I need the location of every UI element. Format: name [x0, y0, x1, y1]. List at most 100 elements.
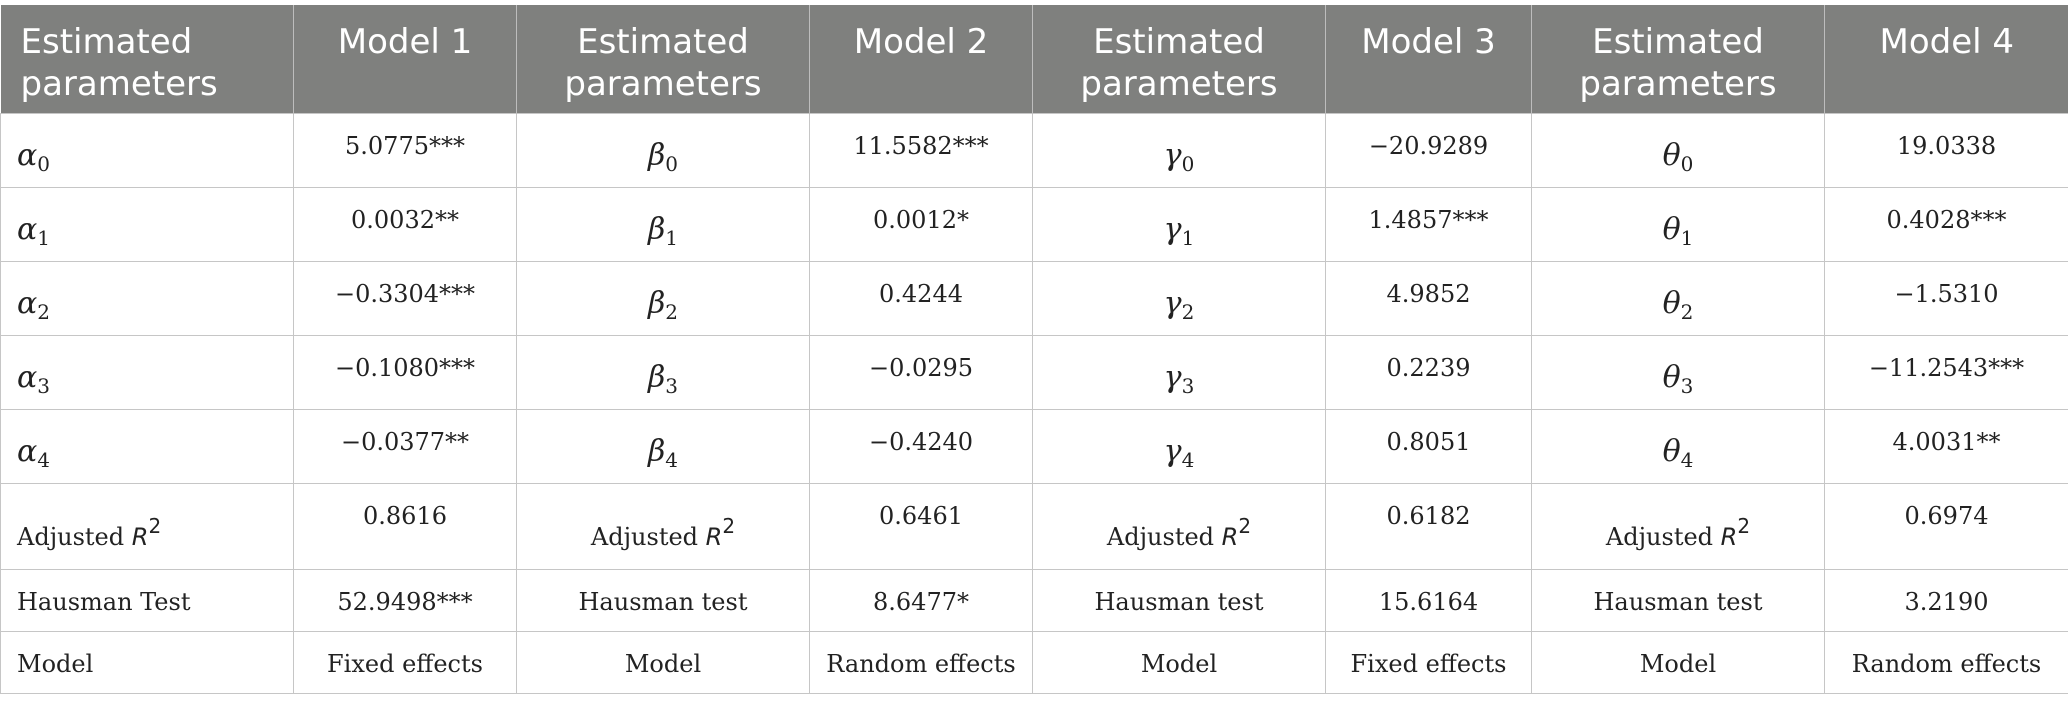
hausman-label: Hausman test — [516, 568, 810, 632]
hausman-label: Hausman Test — [0, 568, 294, 632]
symbol-base: α — [17, 359, 38, 395]
symbol-sub: 0 — [665, 151, 679, 176]
symbol-sub: 2 — [665, 299, 679, 324]
header-row: Estimated parameters Model 1 Estimated p… — [0, 5, 2068, 113]
value-cell: −0.4240 — [809, 408, 1033, 484]
symbol-sub: 3 — [665, 373, 679, 398]
symbol-sub: 1 — [665, 225, 679, 250]
adjusted-r2-label: Adjusted R2 — [1032, 482, 1326, 570]
symbol-base: θ — [1662, 359, 1681, 395]
table-row: α0 5.0775*** β0 11.5582*** γ0 −20.9289 θ… — [0, 112, 2068, 188]
adjusted-label-sup: 2 — [148, 513, 162, 538]
adjusted-label-var: R — [1221, 522, 1239, 551]
table-row: α4 −0.0377** β4 −0.4240 γ4 0.8051 θ4 4.0… — [0, 408, 2068, 484]
value-cell: −0.0295 — [809, 334, 1033, 410]
symbol-sub: 3 — [1680, 373, 1694, 398]
value-cell: 0.4028*** — [1824, 186, 2068, 262]
value-cell: −0.0377** — [293, 408, 517, 484]
symbol-sub: 1 — [1680, 225, 1694, 250]
value-cell: 0.6461 — [809, 482, 1033, 570]
hausman-label: Hausman test — [1032, 568, 1326, 632]
symbol-cell: γ3 — [1032, 334, 1326, 410]
value-cell: 5.0775*** — [293, 112, 517, 188]
symbol-sub: 0 — [1680, 151, 1694, 176]
symbol-base: β — [647, 211, 666, 247]
symbol-base: γ — [1163, 211, 1182, 247]
table-container: Estimated parameters Model 1 Estimated p… — [0, 5, 2068, 694]
value-cell: 8.6477* — [809, 568, 1033, 632]
adjusted-label-text: Adjusted — [1106, 522, 1222, 551]
value-cell: −11.2543*** — [1824, 334, 2068, 410]
symbol-cell: θ0 — [1531, 112, 1825, 188]
adjusted-label-text: Adjusted — [17, 522, 132, 551]
symbol-cell: θ3 — [1531, 334, 1825, 410]
symbol-sub: 4 — [1680, 447, 1694, 472]
header-estimated-parameters-3: Estimated parameters — [1032, 5, 1326, 113]
symbol-base: γ — [1163, 433, 1182, 469]
symbol-sub: 4 — [665, 447, 679, 472]
value-cell: 0.4244 — [809, 260, 1033, 336]
value-cell: 0.8616 — [293, 482, 517, 570]
symbol-cell: β4 — [516, 408, 810, 484]
symbol-base: θ — [1662, 211, 1681, 247]
adjusted-label-sup: 2 — [1737, 513, 1751, 538]
value-cell: 4.0031** — [1824, 408, 2068, 484]
symbol-cell: θ1 — [1531, 186, 1825, 262]
symbol-cell: α3 — [0, 334, 294, 410]
value-cell: 1.4857*** — [1325, 186, 1532, 262]
value-cell: Random effects — [809, 630, 1033, 694]
value-cell: −1.5310 — [1824, 260, 2068, 336]
symbol-sub: 0 — [37, 151, 50, 176]
symbol-cell: α0 — [0, 112, 294, 188]
hausman-row: Hausman Test 52.9498*** Hausman test 8.6… — [0, 568, 2068, 632]
symbol-cell: β0 — [516, 112, 810, 188]
symbol-base: γ — [1163, 359, 1182, 395]
model-label: Model — [1531, 630, 1825, 694]
symbol-cell: γ2 — [1032, 260, 1326, 336]
symbol-base: θ — [1662, 433, 1681, 469]
header-model-4: Model 4 — [1824, 5, 2068, 113]
symbol-cell: γ1 — [1032, 186, 1326, 262]
adjusted-label-text: Adjusted — [590, 522, 706, 551]
adjusted-label-var: R — [131, 522, 149, 551]
symbol-cell: γ0 — [1032, 112, 1326, 188]
symbol-cell: α1 — [0, 186, 294, 262]
symbol-base: α — [17, 433, 38, 469]
value-cell: 4.9852 — [1325, 260, 1532, 336]
header-model-3: Model 3 — [1325, 5, 1532, 113]
value-cell: 0.2239 — [1325, 334, 1532, 410]
adjusted-label-sup: 2 — [1238, 513, 1252, 538]
adjusted-label-var: R — [705, 522, 723, 551]
value-cell: Random effects — [1824, 630, 2068, 694]
symbol-sub: 2 — [1680, 299, 1694, 324]
value-cell: 0.6182 — [1325, 482, 1532, 570]
header-estimated-parameters-1: Estimated parameters — [0, 5, 294, 113]
adjusted-label-var: R — [1720, 522, 1738, 551]
value-cell: 3.2190 — [1824, 568, 2068, 632]
value-cell: 0.0032** — [293, 186, 517, 262]
symbol-cell: β3 — [516, 334, 810, 410]
value-cell: −0.3304*** — [293, 260, 517, 336]
header-model-2: Model 2 — [809, 5, 1033, 113]
value-cell: Fixed effects — [1325, 630, 1532, 694]
symbol-base: β — [647, 137, 666, 173]
table-row: α3 −0.1080*** β3 −0.0295 γ3 0.2239 θ3 −1… — [0, 334, 2068, 410]
symbol-base: α — [17, 211, 38, 247]
symbol-base: β — [647, 285, 666, 321]
header-estimated-parameters-4: Estimated parameters — [1531, 5, 1825, 113]
symbol-sub: 3 — [37, 373, 50, 398]
symbol-base: α — [17, 137, 38, 173]
adjusted-r2-row: Adjusted R2 0.8616 Adjusted R2 0.6461 Ad… — [0, 482, 2068, 570]
table-row: α2 −0.3304*** β2 0.4244 γ2 4.9852 θ2 −1.… — [0, 260, 2068, 336]
adjusted-label-sup: 2 — [722, 513, 736, 538]
header-estimated-parameters-2: Estimated parameters — [516, 5, 810, 113]
symbol-sub: 0 — [1181, 151, 1195, 176]
estimation-results-table: Estimated parameters Model 1 Estimated p… — [0, 5, 2068, 694]
symbol-base: θ — [1662, 285, 1681, 321]
symbol-cell: γ4 — [1032, 408, 1326, 484]
symbol-base: β — [647, 433, 666, 469]
model-label: Model — [0, 630, 294, 694]
value-cell: −0.1080*** — [293, 334, 517, 410]
symbol-sub: 4 — [37, 447, 50, 472]
value-cell: Fixed effects — [293, 630, 517, 694]
